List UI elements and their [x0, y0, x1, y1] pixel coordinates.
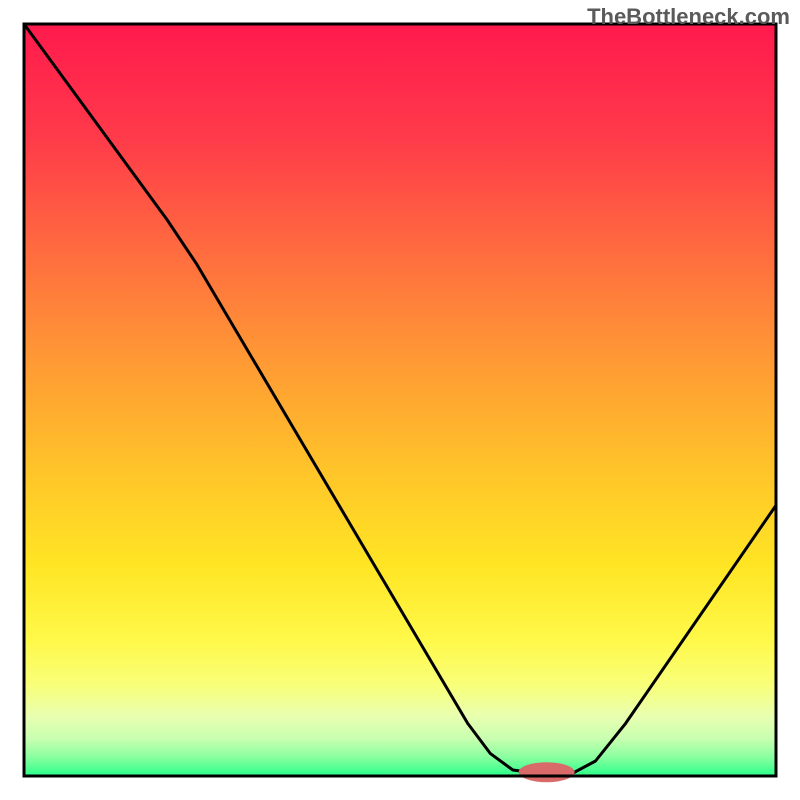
chart-svg	[0, 0, 800, 800]
watermark-text: TheBottleneck.com	[587, 4, 790, 30]
optimal-marker	[519, 762, 575, 782]
bottleneck-chart: TheBottleneck.com	[0, 0, 800, 800]
gradient-background	[24, 24, 776, 776]
